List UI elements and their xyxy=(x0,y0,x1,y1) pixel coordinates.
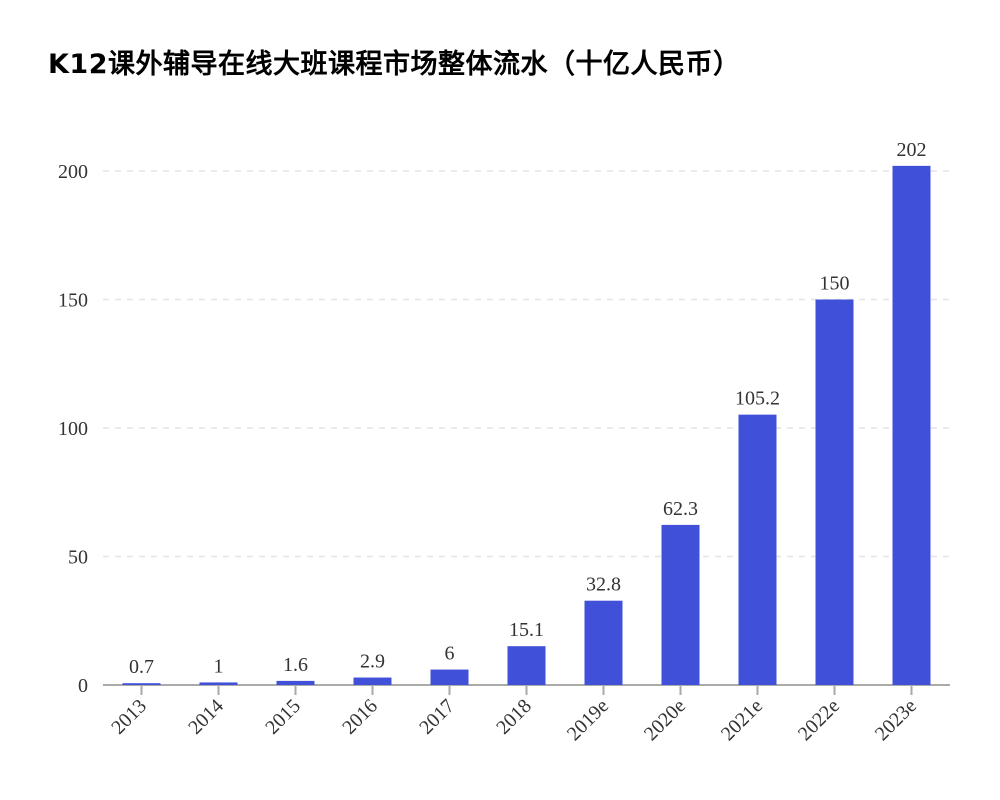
bar xyxy=(815,299,854,685)
data-label: 62.3 xyxy=(663,498,698,520)
x-tick-label: 2018 xyxy=(492,695,536,739)
bar xyxy=(199,682,238,685)
x-tick-label: 2023e xyxy=(871,695,921,745)
data-label: 202 xyxy=(897,139,927,161)
data-label: 105.2 xyxy=(735,388,780,410)
y-tick-label: 100 xyxy=(58,418,88,440)
bar xyxy=(353,677,392,685)
x-tick-label: 2022e xyxy=(794,695,844,745)
x-tick-label: 2014 xyxy=(184,695,228,739)
data-label: 1 xyxy=(214,655,224,677)
chart-title: K12课外辅导在线大班课程市场整体流水（十亿人民币） xyxy=(48,49,741,80)
bar xyxy=(661,524,700,685)
x-tick-label: 2019e xyxy=(563,695,613,745)
bar xyxy=(584,600,623,685)
data-label: 150 xyxy=(820,273,850,295)
y-tick-label: 50 xyxy=(68,547,88,569)
bar xyxy=(738,414,777,685)
y-tick-label: 0 xyxy=(78,675,88,697)
bar xyxy=(892,165,931,686)
data-label: 6 xyxy=(445,643,455,665)
bar xyxy=(430,669,469,685)
data-label: 1.6 xyxy=(283,654,308,676)
bar xyxy=(507,646,546,685)
bar xyxy=(276,680,315,685)
x-tick-label: 2015 xyxy=(261,695,305,739)
data-label: 15.1 xyxy=(509,619,544,641)
y-tick-label: 150 xyxy=(58,290,88,312)
x-tick-label: 2016 xyxy=(338,695,382,739)
bar xyxy=(122,683,161,685)
data-label: 0.7 xyxy=(129,656,154,678)
data-label: 2.9 xyxy=(360,651,385,673)
x-tick-label: 2017 xyxy=(415,695,459,739)
data-label: 32.8 xyxy=(586,574,621,596)
y-tick-label: 200 xyxy=(58,161,88,183)
x-tick-label: 2021e xyxy=(717,695,767,745)
x-tick-label: 2020e xyxy=(640,695,690,745)
x-tick-label: 2013 xyxy=(107,695,151,739)
